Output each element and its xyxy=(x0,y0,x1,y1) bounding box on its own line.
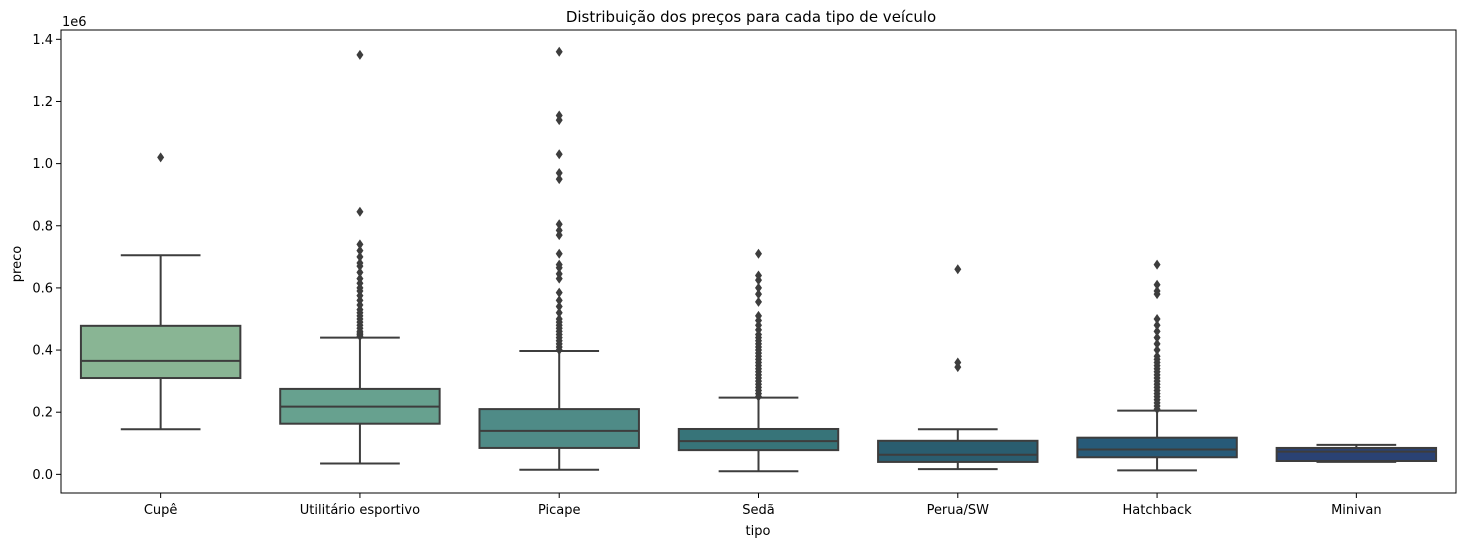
outlier-point xyxy=(356,49,364,60)
outlier-point xyxy=(555,149,563,160)
y-tick-label: 0.0 xyxy=(32,468,53,483)
outlier-point xyxy=(755,282,762,293)
x-tick-label: Sedã xyxy=(742,503,774,518)
x-tick-label: Utilitário esportivo xyxy=(300,503,420,518)
y-axis-multiplier: 1e6 xyxy=(62,15,87,30)
x-tick-label: Hatchback xyxy=(1123,503,1193,518)
outlier-point xyxy=(1153,320,1161,331)
chart-title: Distribuição dos preços para cada tipo d… xyxy=(566,8,936,26)
box-iqr xyxy=(1076,436,1238,459)
y-axis: 0.0 0.2 0.4 0.6 0.8 1.0 1.2 1.4 xyxy=(32,33,61,483)
box-group xyxy=(1076,259,1238,472)
y-tick-label: 1.2 xyxy=(32,95,53,110)
box-iqr xyxy=(877,439,1039,463)
box-group xyxy=(279,49,441,465)
outlier-point xyxy=(555,110,563,121)
y-tick-label: 0.4 xyxy=(32,344,53,359)
outlier-point xyxy=(356,267,364,278)
outlier-point xyxy=(954,264,962,275)
outlier-point xyxy=(1153,286,1161,297)
y-tick-label: 1.4 xyxy=(32,33,53,48)
outlier-point xyxy=(555,46,563,57)
box-iqr xyxy=(1275,446,1438,462)
x-tick-label: Minivan xyxy=(1331,503,1382,518)
outlier-point xyxy=(954,357,962,368)
outlier-point xyxy=(555,225,563,236)
outlier-point xyxy=(555,268,563,279)
y-axis-title: preco xyxy=(10,246,25,282)
outlier-point xyxy=(555,295,563,306)
outlier-point xyxy=(1153,351,1161,362)
box-group xyxy=(1275,443,1438,463)
x-tick-label: Picape xyxy=(538,503,581,518)
outlier-point xyxy=(755,296,762,307)
outlier-point xyxy=(356,206,364,217)
box-iqr xyxy=(79,324,242,380)
outlier-point xyxy=(356,258,364,269)
y-tick-label: 0.8 xyxy=(32,219,53,234)
outlier-point xyxy=(755,248,762,259)
outlier-point xyxy=(555,287,563,298)
outlier-point xyxy=(1153,279,1161,290)
box-group xyxy=(677,248,840,473)
y-tick-label: 1.0 xyxy=(32,157,53,172)
outlier-point xyxy=(1153,326,1161,337)
y-tick-label: 0.2 xyxy=(32,406,53,421)
outlier-point xyxy=(356,251,364,262)
outlier-point xyxy=(1153,338,1161,349)
outlier-point xyxy=(555,301,563,312)
box-iqr xyxy=(677,427,840,452)
box-group xyxy=(478,46,640,471)
outlier-point xyxy=(1153,313,1161,324)
outlier-point xyxy=(755,289,762,300)
box-group xyxy=(79,152,242,431)
outlier-point xyxy=(555,248,563,259)
x-tick-label: Cupê xyxy=(144,503,178,518)
x-tick-label: Perua/SW xyxy=(927,503,990,518)
outlier-point xyxy=(755,310,762,321)
x-axis: Cupê Utilitário esportivo Picape Sedã Perua/… xyxy=(144,493,1382,518)
box-iqr xyxy=(478,408,640,449)
outlier-point xyxy=(157,152,165,163)
plot-frame xyxy=(60,29,1457,494)
outlier-point xyxy=(755,270,762,281)
x-axis-title: tipo xyxy=(746,524,771,539)
outlier-point xyxy=(356,239,364,250)
plot-area xyxy=(79,46,1438,473)
outlier-point xyxy=(1153,259,1161,270)
outlier-point xyxy=(555,219,563,230)
outlier-point xyxy=(555,313,563,324)
outlier-point xyxy=(555,259,563,270)
outlier-point xyxy=(555,307,563,318)
outlier-point xyxy=(356,273,364,284)
outlier-point xyxy=(356,245,364,256)
y-tick-label: 0.6 xyxy=(32,281,53,296)
outlier-point xyxy=(555,167,563,178)
box-group xyxy=(877,264,1039,471)
outlier-point xyxy=(555,174,563,185)
outlier-point xyxy=(1153,345,1161,356)
outlier-point xyxy=(1153,332,1161,343)
